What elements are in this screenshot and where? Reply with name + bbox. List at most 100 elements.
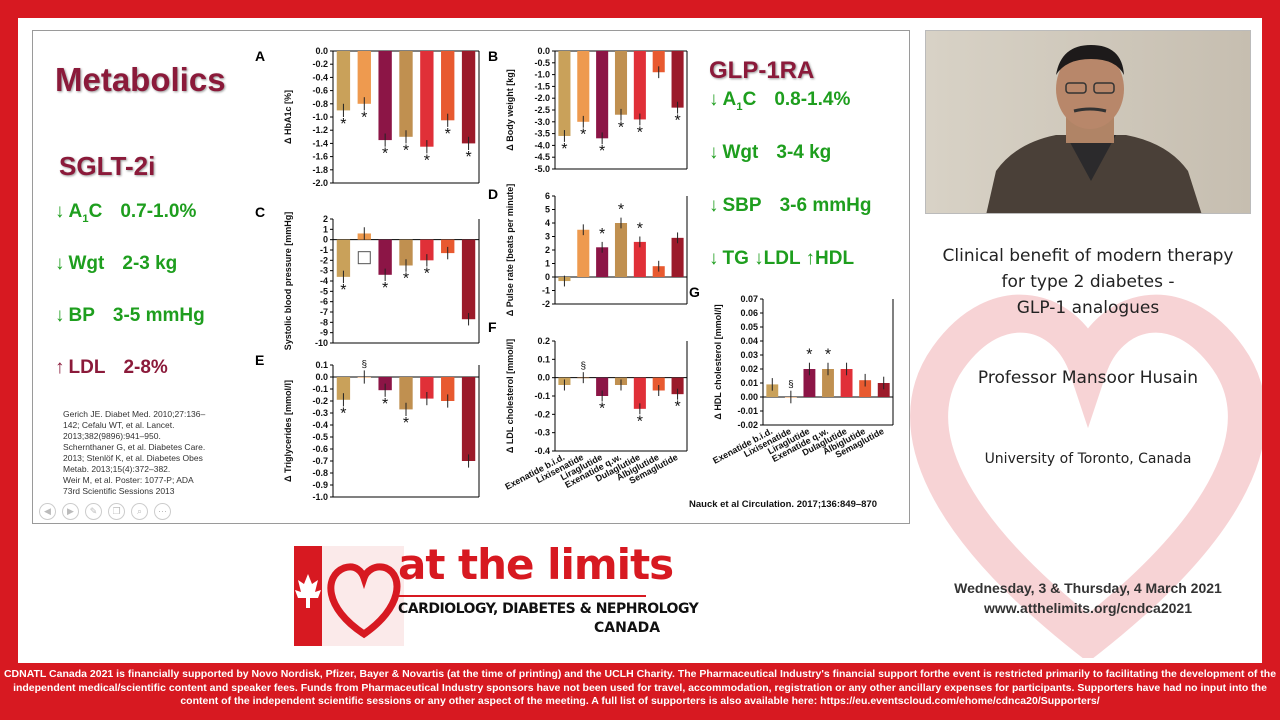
bar-D-2 [596, 247, 609, 277]
tick-label: -0.1 [534, 391, 550, 401]
panel-letter-F: F [488, 319, 497, 335]
logo-country: CANADA [594, 620, 661, 636]
back-icon[interactable]: ◀ [39, 503, 56, 520]
glp-item-label: A [722, 89, 737, 110]
glp-item-value: 3-4 kg [776, 142, 832, 163]
tick-label: 0.00 [740, 392, 758, 402]
tick-label: -0.2 [312, 59, 328, 69]
chart-figure: A 0.0 -0.2 -0.4 -0.6 -0.8 -1.0 -1.2 -1.4 -1.6 -1.8… [255, 46, 894, 502]
sglt-item: ↓ Wgt 2-3 kg [55, 253, 177, 275]
significance-mark: * [361, 109, 367, 126]
significance-mark: * [599, 143, 605, 160]
glp-item-value: 0.8-1.4% [774, 89, 851, 110]
panel-letter-G: G [689, 284, 700, 300]
tick-label: 0.2 [537, 336, 550, 346]
bar-B-4 [633, 51, 646, 120]
logo-main-text: at the limits [398, 540, 674, 589]
y-axis-label: Systolic blood pressure [mmHg] [283, 212, 293, 351]
tick-label: -0.7 [312, 456, 328, 466]
bar-E-0 [336, 377, 351, 400]
tick-label: -2.0 [534, 93, 550, 103]
sglt-item-label: Wgt [68, 253, 105, 274]
more-icon[interactable]: ⋯ [154, 503, 171, 520]
tick-label: -0.02 [737, 420, 758, 430]
tick-label: -0.4 [534, 446, 550, 456]
reference-line: Schernthaner G, et al. Diabetes Care. [63, 442, 206, 452]
tick-label: 4 [545, 218, 550, 228]
significance-mark: * [382, 280, 388, 297]
y-axis-label: Δ LDL cholesterol [mmol/l] [505, 339, 515, 453]
glp-item-label-suffix: C [742, 89, 757, 110]
sglt-item: ↑ LDL 2-8% [55, 357, 168, 379]
tick-label: -10 [315, 338, 328, 348]
bar-G-3 [822, 369, 834, 397]
arrow-icon: ↓ [709, 142, 719, 163]
tick-label: -0.5 [534, 58, 550, 68]
bar-C-4 [420, 239, 434, 261]
significance-mark: * [561, 141, 567, 158]
significance-mark: * [403, 415, 409, 432]
tick-label: 0.02 [740, 364, 758, 374]
tick-label: -0.3 [312, 408, 328, 418]
panel-letter-B: B [488, 48, 498, 64]
panel-letter-D: D [488, 186, 498, 202]
reference-line: 142; Cefalu WT, et al. Lancet. [63, 420, 175, 430]
tick-label: -3.0 [534, 117, 550, 127]
tick-label: -4 [320, 276, 328, 286]
arrow-icon: ↑ [55, 357, 65, 378]
tick-label: -5.0 [534, 164, 550, 174]
significance-mark: * [340, 405, 346, 422]
tick-label: 0.01 [740, 378, 758, 388]
reference-line: Metab. 2013;15(4):372–382. [63, 464, 171, 474]
zoom-icon[interactable]: ⌕ [131, 503, 148, 520]
sglt-item: ↓ A1C 0.7-1.0% [55, 201, 196, 225]
tick-label: 0.04 [740, 336, 758, 346]
tick-label: 6 [545, 191, 550, 201]
bar-B-1 [577, 51, 590, 122]
tick-label: 5 [545, 205, 550, 215]
significance-mark: § [362, 359, 368, 370]
tick-label: -1 [320, 245, 328, 255]
bar-F-6 [671, 377, 684, 395]
significance-mark: * [637, 413, 643, 430]
glp-item: ↓ SBP 3-6 mmHg [709, 195, 871, 217]
tick-label: 0.07 [740, 294, 758, 304]
tick-label: -9 [320, 328, 328, 338]
logo-subtitle: CARDIOLOGY, DIABETES & NEPHROLOGY [398, 601, 699, 617]
tick-label: 0.1 [315, 360, 328, 370]
significance-mark: § [581, 361, 587, 372]
bar-B-6 [671, 51, 684, 108]
tick-label: 0.0 [537, 46, 550, 56]
tick-label: 1 [323, 224, 328, 234]
y-axis-label: Δ Body weight [kg] [505, 69, 515, 150]
glp-item-label: TG ↓LDL ↑HDL [722, 248, 855, 269]
reference-line: 2013;382(9896):941–950. [63, 431, 161, 441]
affiliation: University of Toronto, Canada [984, 451, 1192, 467]
bar-A-5 [441, 51, 455, 121]
copy-icon[interactable]: ❐ [108, 503, 125, 520]
arrow-icon: ↓ [55, 201, 65, 222]
sglt-item-value: 3-5 mmHg [112, 305, 205, 326]
sglt-item-label: A [68, 201, 83, 222]
significance-mark: * [806, 347, 812, 364]
forward-icon[interactable]: ▶ [62, 503, 79, 520]
tick-label: -4.5 [534, 152, 550, 162]
sglt-title: SGLT-2i [59, 151, 156, 181]
sglt-item-value: 2-3 kg [122, 253, 178, 274]
bar-C-5 [441, 239, 455, 254]
bar-B-0 [558, 51, 571, 136]
tick-label: -6 [320, 297, 328, 307]
tick-label: -2.0 [312, 178, 328, 188]
tick-label: -8 [320, 317, 328, 327]
tick-label: -3.5 [534, 129, 550, 139]
reference-line: 73rd Scientific Sessions 2013 [63, 486, 175, 496]
significance-mark: * [637, 124, 643, 141]
significance-mark: * [382, 146, 388, 163]
bar-B-5 [652, 51, 665, 73]
bar-G-6 [877, 383, 890, 397]
pen-icon[interactable]: ✎ [85, 503, 102, 520]
glp-title: GLP-1RA [709, 57, 815, 84]
talk-title-line: Clinical benefit of modern therapy [942, 246, 1234, 266]
bar-A-1 [357, 51, 371, 104]
bar-G-4 [840, 369, 853, 397]
